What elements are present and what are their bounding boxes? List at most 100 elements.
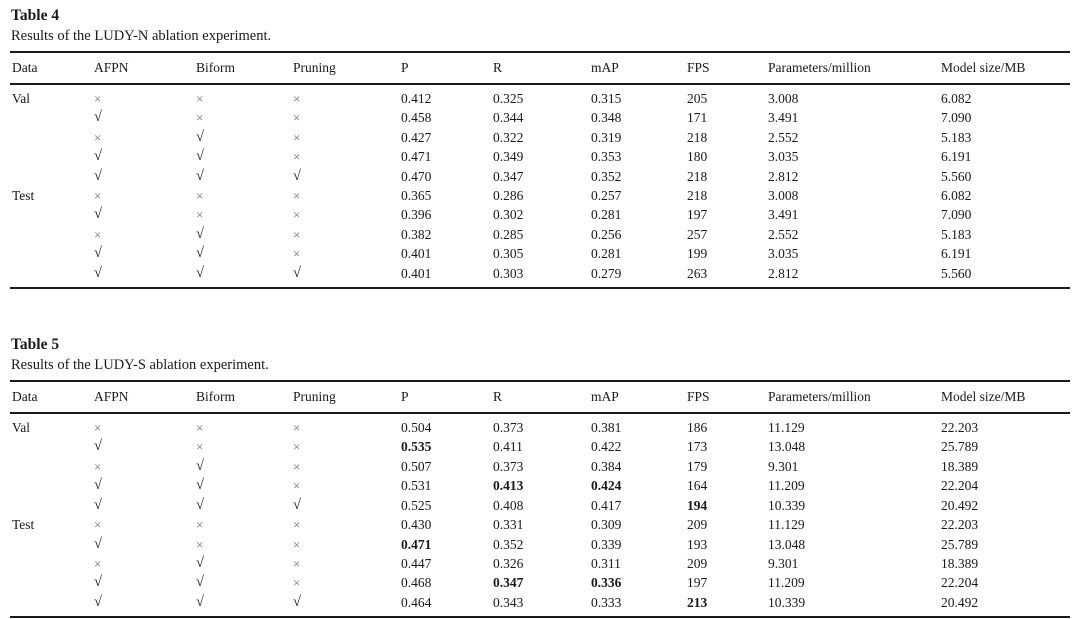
cross-mark-icon: × [293,129,301,145]
table-row: √ √ √ 0.470 0.347 0.352 218 2.812 5.560 [10,167,1070,186]
cross-mark-icon: × [293,110,301,126]
value-cell: 11.129 [768,420,805,436]
value-cell: 263 [687,265,708,281]
check-mark-icon: √ [94,109,102,126]
column-header: R [491,381,589,415]
table5-caption: Results of the LUDY-S ablation experimen… [11,357,269,374]
table5-section: Table 5 Results of the LUDY-S ablation e… [10,335,1070,619]
row-label-cell [10,573,92,592]
row-label-cell [10,108,92,127]
value-cell: 0.319 [591,129,622,145]
column-header: Pruning [291,381,399,415]
value-cell: 0.281 [591,246,622,262]
value-cell: 22.204 [941,575,979,591]
cross-mark-icon: × [94,420,102,436]
column-header: Data [10,52,92,85]
table-row: × √ × 0.507 0.373 0.384 179 9.301 18.389 [10,457,1070,476]
value-cell: 197 [687,575,708,591]
cross-mark-icon: × [196,207,204,223]
cross-mark-icon: × [94,555,102,571]
row-label-cell [10,128,92,147]
cross-mark-icon: × [293,439,301,455]
value-cell: 180 [687,149,708,165]
value-cell: 0.401 [401,265,432,281]
value-cell: 20.492 [941,594,979,610]
value-cell: 0.347 [493,168,524,184]
value-cell: 13.048 [768,439,806,455]
value-cell: 0.401 [401,246,432,262]
table-row: √ √ √ 0.464 0.343 0.333 213 10.339 20.492 [10,593,1070,617]
value-cell: 0.322 [493,129,524,145]
table4-section: Table 4 Results of the LUDY-N ablation e… [10,6,1070,290]
value-cell: 2.812 [768,168,799,184]
value-cell: 0.458 [401,110,432,126]
check-mark-icon: √ [196,128,204,145]
check-mark-icon: √ [196,554,204,571]
cross-mark-icon: × [293,149,301,165]
value-cell: 10.339 [768,497,806,513]
table4-title: Table 4 [11,7,60,24]
table4-caption: Results of the LUDY-N ablation experimen… [11,28,272,44]
check-mark-icon: √ [94,477,102,494]
value-cell: 0.305 [493,246,524,262]
value-cell: 22.203 [941,517,979,533]
table-row: Test × × × 0.365 0.286 0.257 218 3.008 6.082 [10,186,1070,205]
row-label-cell: Test [12,188,35,204]
table-row: √ × × 0.396 0.302 0.281 197 3.491 7.090 [10,205,1070,224]
value-cell: 0.525 [401,497,432,513]
value-cell: 213 [687,594,708,610]
cross-mark-icon: × [94,226,102,242]
value-cell: 0.257 [591,188,622,204]
row-label-cell [10,264,92,288]
value-cell: 11.209 [768,478,805,494]
value-cell: 199 [687,246,708,262]
cross-mark-icon: × [196,439,204,455]
table-row: Test × × × 0.430 0.331 0.309 209 11.129 22.203 [10,515,1070,534]
value-cell: 164 [687,478,708,494]
check-mark-icon: √ [94,574,102,591]
check-mark-icon: √ [293,167,301,184]
column-header: Parameters/million [766,52,939,85]
column-header: Pruning [291,52,399,85]
check-mark-icon: √ [293,264,301,281]
value-cell: 0.424 [591,478,622,494]
cross-mark-icon: × [293,207,301,223]
row-label-cell [10,244,92,263]
value-cell: 0.331 [493,517,524,533]
check-mark-icon: √ [94,167,102,184]
check-mark-icon: √ [196,574,204,591]
value-cell: 0.365 [401,188,432,204]
check-mark-icon: √ [94,245,102,262]
value-cell: 0.352 [591,168,622,184]
column-header: AFPN [92,381,194,415]
cross-mark-icon: × [293,555,301,571]
value-cell: 0.413 [493,478,524,494]
value-cell: 18.389 [941,555,979,571]
table-row: √ √ √ 0.401 0.303 0.279 263 2.812 5.560 [10,264,1070,288]
value-cell: 0.352 [493,536,524,552]
value-cell: 0.417 [591,497,622,513]
check-mark-icon: √ [196,593,204,610]
value-cell: 3.035 [768,149,799,165]
value-cell: 257 [687,226,708,242]
value-cell: 0.535 [401,439,432,455]
cross-mark-icon: × [293,536,301,552]
cross-mark-icon: × [94,517,102,533]
check-mark-icon: √ [94,206,102,223]
table-row: × √ × 0.427 0.322 0.319 218 2.552 5.183 [10,128,1070,147]
column-header: Parameters/million [766,381,939,415]
check-mark-icon: √ [94,148,102,165]
value-cell: 25.789 [941,439,979,455]
cross-mark-icon: × [293,188,301,204]
value-cell: 5.560 [941,168,972,184]
table-row: Val × × × 0.504 0.373 0.381 186 11.129 22.203 [10,413,1070,437]
value-cell: 0.348 [591,110,622,126]
value-cell: 209 [687,517,708,533]
value-cell: 205 [687,91,708,106]
value-cell: 0.381 [591,420,622,436]
cross-mark-icon: × [94,458,102,474]
column-header: P [399,52,491,85]
value-cell: 0.256 [591,226,622,242]
